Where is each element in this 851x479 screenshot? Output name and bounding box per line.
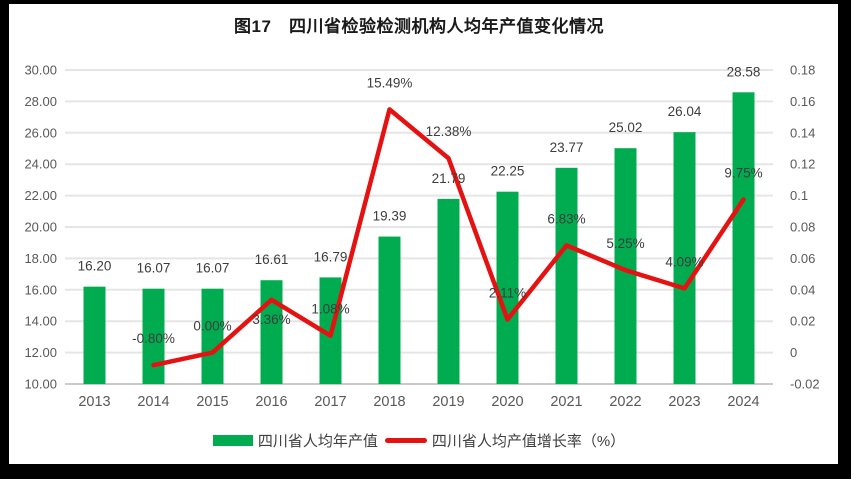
- bar-2020: [496, 191, 519, 384]
- x-axis-label: 2015: [196, 394, 228, 410]
- right-axis-tick: 0.12: [790, 157, 815, 172]
- x-axis-label: 2022: [609, 394, 641, 410]
- line-value-label: 4.09%: [665, 254, 703, 269]
- left-axis-tick: 14.00: [24, 314, 57, 329]
- right-axis-tick: 0.14: [790, 125, 815, 140]
- bar-value-label: 25.02: [609, 120, 643, 135]
- right-axis-tick: 0: [790, 345, 797, 360]
- x-axis-label: 2016: [255, 394, 287, 410]
- bar-2013: [83, 286, 106, 384]
- left-axis-tick: 26.00: [24, 125, 57, 140]
- bar-value-label: 16.07: [137, 261, 171, 276]
- left-axis-tick: 12.00: [24, 345, 57, 360]
- legend-line-swatch-icon: [384, 437, 427, 443]
- right-axis-tick: 0.04: [790, 282, 815, 297]
- bar-value-label: 22.25: [491, 164, 525, 179]
- bar-2019: [437, 198, 460, 384]
- line-value-label: 6.83%: [547, 211, 585, 226]
- left-axis-tick: 22.00: [24, 188, 57, 203]
- right-axis-tick: 0.06: [790, 251, 815, 266]
- right-axis-tick: 0.16: [790, 94, 815, 109]
- bar-value-label: 16.79: [314, 249, 348, 264]
- line-value-label: 15.49%: [367, 75, 413, 90]
- line-value-label: 0.00%: [193, 319, 231, 334]
- growth-rate-line: [151, 107, 746, 368]
- left-axis-tick: 16.00: [24, 282, 57, 297]
- x-axis-label: 2024: [727, 394, 759, 410]
- right-axis-tick: 0.18: [790, 63, 815, 78]
- line-value-label: 2.11%: [489, 285, 526, 300]
- bar-value-label: 16.07: [196, 261, 230, 276]
- line-value-label: -0.80%: [132, 331, 175, 346]
- legend-bar-swatch-icon: [212, 434, 253, 446]
- bar-2022: [614, 148, 637, 384]
- x-axis-label: 2017: [314, 394, 346, 410]
- bar-value-label: 26.04: [668, 104, 702, 119]
- x-axis-label: 2021: [550, 394, 582, 410]
- chart-canvas: [9, 4, 838, 464]
- line-value-label: 12.38%: [426, 124, 472, 139]
- left-axis-tick: 10.00: [24, 377, 57, 392]
- bar-2016: [260, 280, 283, 384]
- x-axis-label: 2014: [137, 394, 169, 410]
- bar-value-label: 16.61: [255, 252, 289, 267]
- line-value-label: 1.08%: [311, 302, 349, 317]
- right-axis-tick: -0.02: [790, 377, 820, 392]
- bar-2023: [673, 132, 696, 384]
- bar-value-label: 23.77: [550, 140, 584, 155]
- legend-bar-label: 四川省人均年产值: [257, 432, 378, 450]
- bar-2021: [555, 167, 578, 384]
- left-axis-tick: 18.00: [24, 251, 57, 266]
- bar-value-label: 16.20: [78, 259, 112, 274]
- left-axis-tick: 28.00: [24, 94, 57, 109]
- right-axis-tick: 0.1: [790, 188, 808, 203]
- bar-value-label: 21.79: [432, 171, 466, 186]
- right-axis-tick: 0.02: [790, 314, 815, 329]
- x-axis-label: 2019: [432, 394, 464, 410]
- x-axis-label: 2023: [668, 394, 700, 410]
- bar-2014: [142, 288, 165, 384]
- left-axis-tick: 24.00: [24, 157, 57, 172]
- x-axis-label: 2013: [78, 394, 110, 410]
- line-value-label: 3.36%: [252, 312, 290, 327]
- bar-2024: [732, 92, 755, 384]
- bar-value-label: 28.58: [727, 64, 761, 79]
- x-axis-label: 2018: [373, 394, 405, 410]
- bar-value-label: 19.39: [373, 209, 407, 224]
- right-axis-tick: 0.08: [790, 220, 815, 235]
- line-value-label: 5.25%: [606, 236, 644, 251]
- bar-2015: [201, 288, 224, 384]
- bar-2018: [378, 236, 401, 384]
- x-axis-label: 2020: [491, 394, 523, 410]
- legend: 四川省人均年产值 四川省人均产值增长率（%）: [65, 429, 773, 451]
- line-value-label: 9.75%: [724, 166, 762, 181]
- left-axis-tick: 30.00: [24, 63, 57, 78]
- left-axis-tick: 20.00: [24, 220, 57, 235]
- legend-line-label: 四川省人均产值增长率（%）: [431, 432, 626, 450]
- chart-title: 图17 四川省检验检测机构人均年产值变化情况: [234, 17, 604, 36]
